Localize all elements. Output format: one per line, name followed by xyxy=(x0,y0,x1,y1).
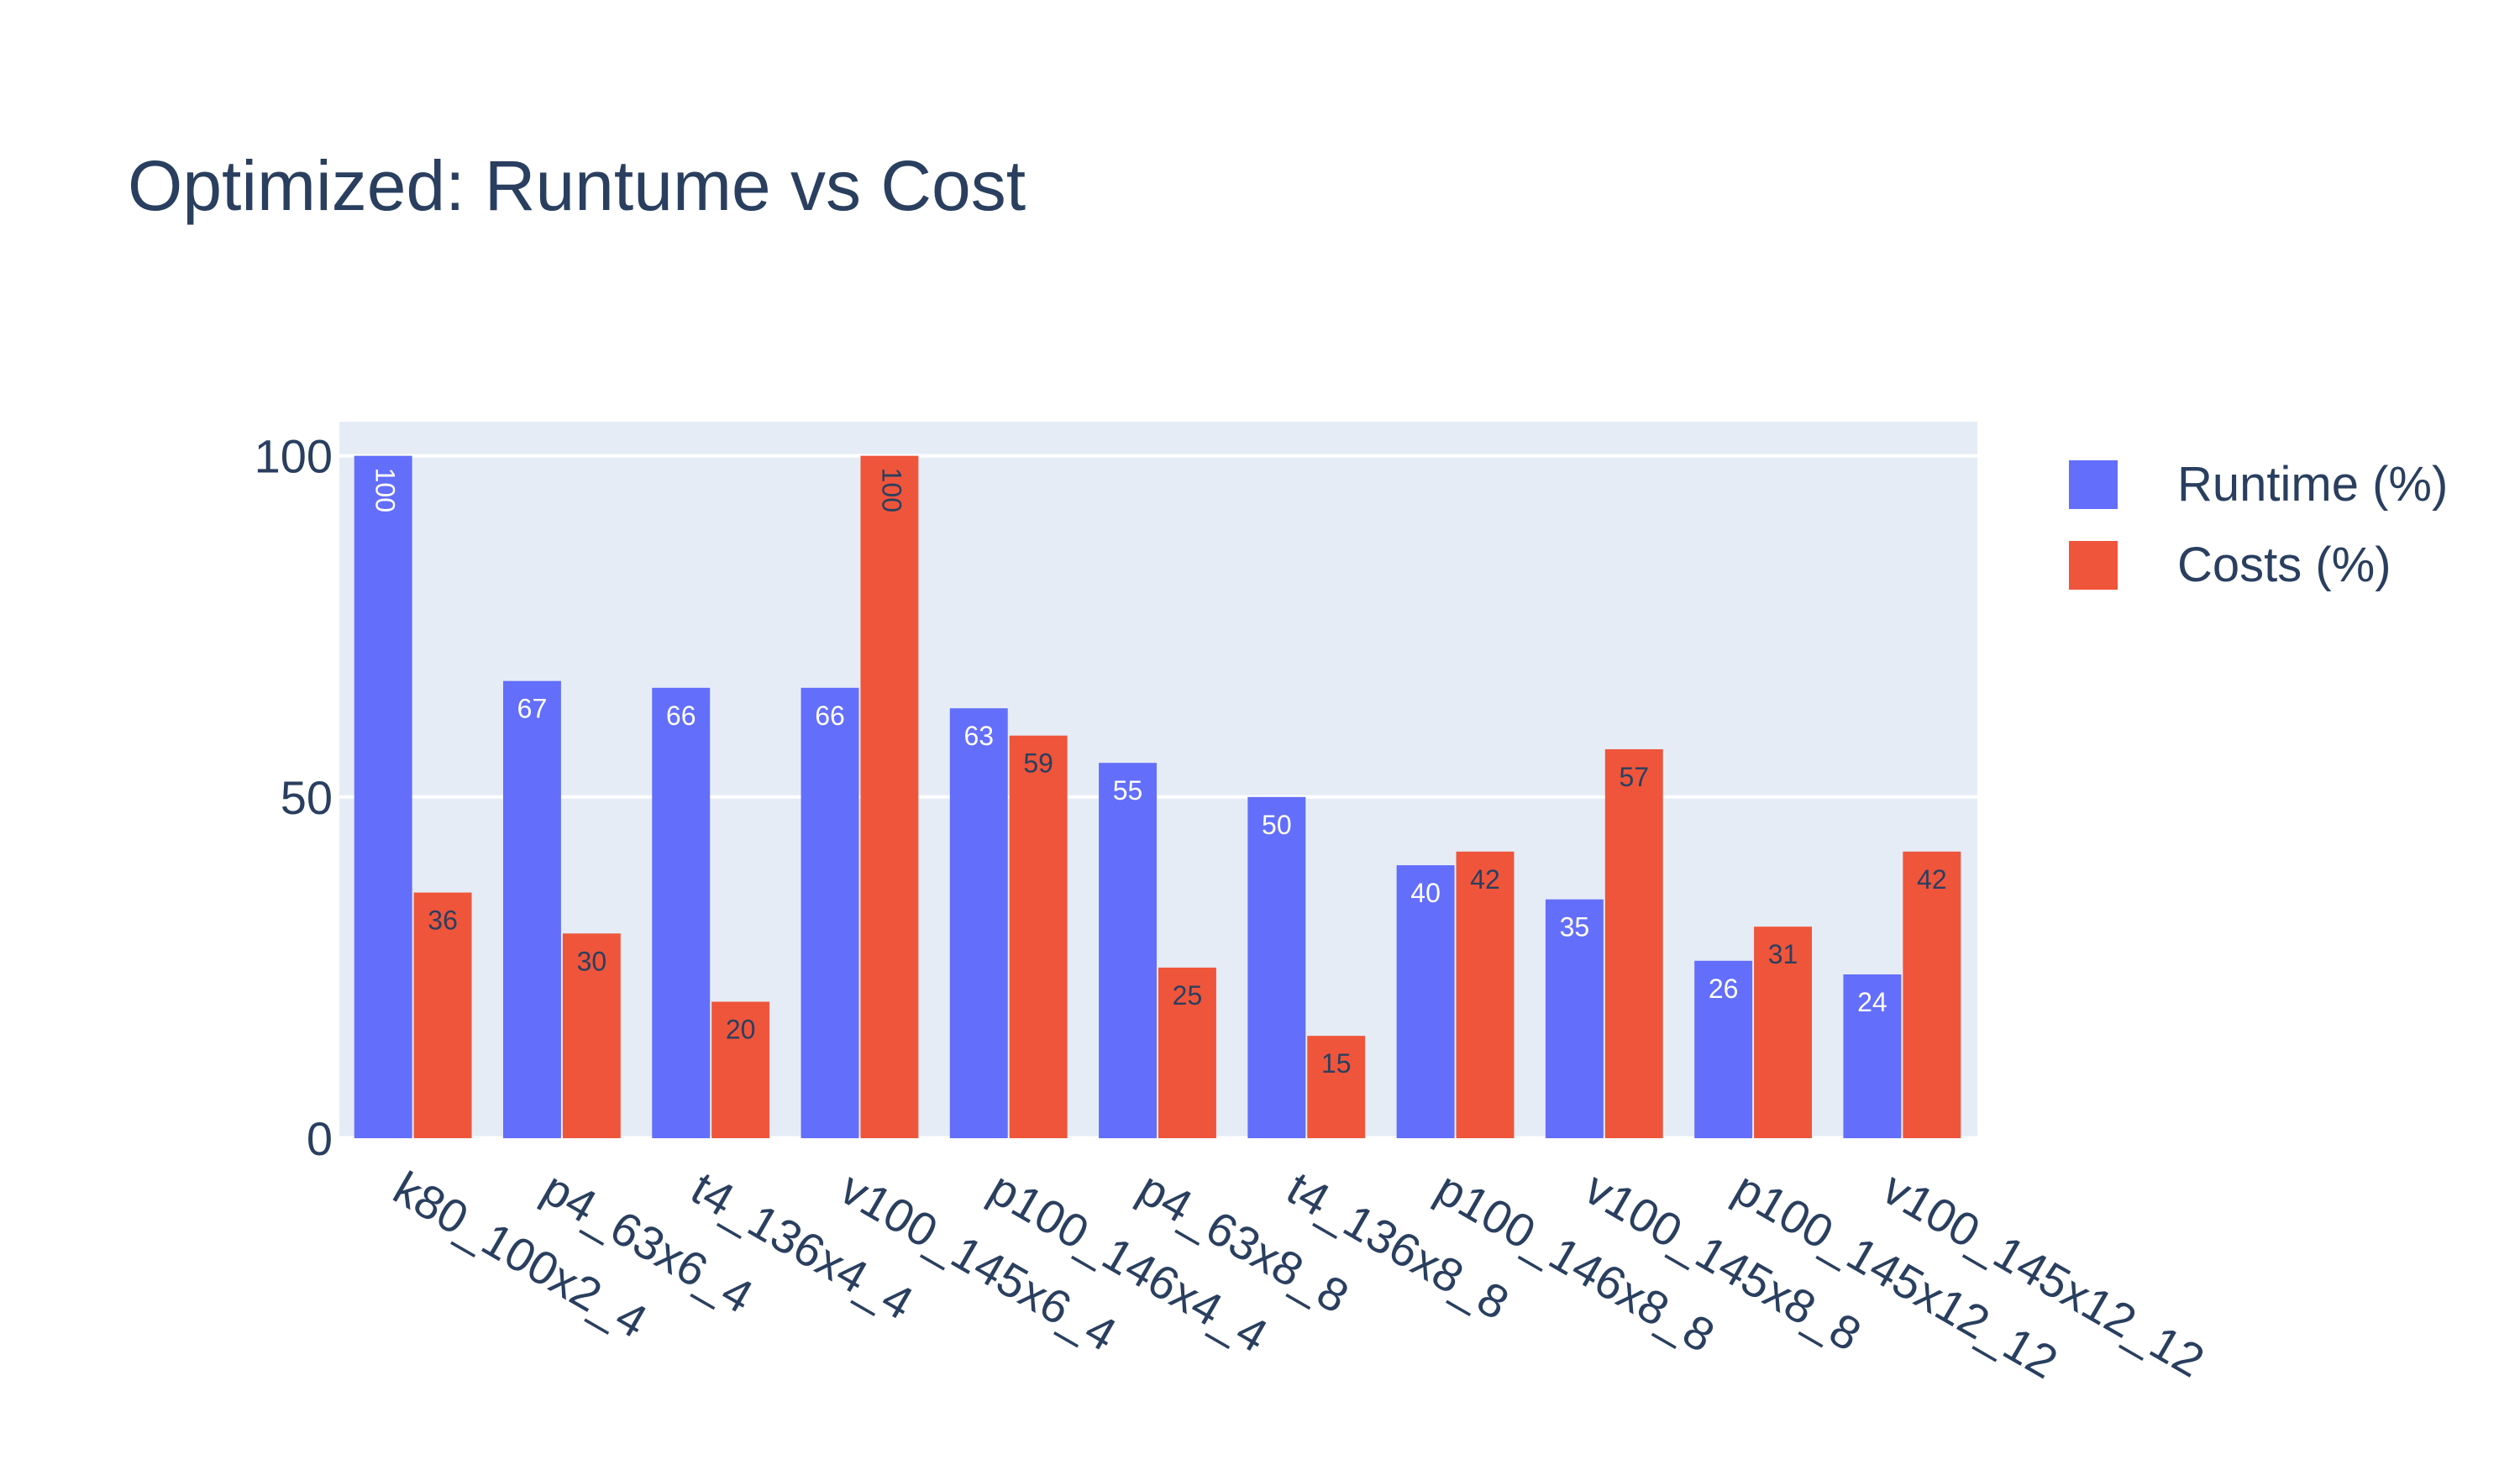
bar[interactable] xyxy=(1247,796,1306,1138)
bar-value-label: 42 xyxy=(1917,864,1947,895)
bar[interactable] xyxy=(860,455,919,1138)
bar-value-label: 25 xyxy=(1173,980,1203,1011)
bar-value-label: 100 xyxy=(876,468,906,512)
legend-label: Costs (%) xyxy=(2177,538,2391,592)
bar[interactable] xyxy=(503,680,561,1138)
bar[interactable] xyxy=(413,892,472,1138)
bar[interactable] xyxy=(711,1001,770,1138)
bar[interactable] xyxy=(1903,851,1961,1138)
bar[interactable] xyxy=(1843,974,1902,1138)
bar-value-label: 66 xyxy=(815,701,845,731)
bar-value-label: 36 xyxy=(428,906,458,936)
bar-value-label: 67 xyxy=(517,694,548,724)
y-axis-ticks: 0 50 100 xyxy=(255,430,333,1165)
bar-value-label: 35 xyxy=(1560,912,1590,942)
bar[interactable] xyxy=(1604,748,1663,1138)
bar[interactable] xyxy=(652,687,711,1138)
bar[interactable] xyxy=(1545,899,1604,1138)
bar-labels: 100 36 67 30 66 20 66 100 63 59 55 25 50 15 40 42 35 57 26… xyxy=(370,468,1947,1079)
bar-value-label: 66 xyxy=(666,701,696,731)
legend-swatch xyxy=(2069,541,2118,590)
y-tick-label: 0 xyxy=(307,1112,333,1165)
bar-value-label: 55 xyxy=(1113,775,1143,806)
legend[interactable]: Runtime (%) Costs (%) xyxy=(2069,457,2448,592)
bar-value-label: 40 xyxy=(1410,878,1441,908)
bar[interactable] xyxy=(1694,960,1753,1138)
bar-value-label: 42 xyxy=(1470,864,1500,895)
bar-value-label: 15 xyxy=(1321,1048,1352,1079)
legend-item[interactable]: Costs (%) xyxy=(2069,538,2391,592)
bar[interactable] xyxy=(1307,1036,1366,1138)
legend-item[interactable]: Runtime (%) xyxy=(2069,457,2448,512)
bar-value-label: 100 xyxy=(370,468,401,512)
bar[interactable] xyxy=(1158,967,1216,1138)
bar-value-label: 59 xyxy=(1023,748,1053,779)
legend-swatch xyxy=(2069,460,2118,509)
bar[interactable] xyxy=(1456,851,1515,1138)
bar[interactable] xyxy=(949,708,1008,1138)
bar[interactable] xyxy=(801,687,859,1138)
chart-title: Optimized: Runtume vs Cost xyxy=(128,146,1026,225)
y-tick-label: 50 xyxy=(281,771,333,824)
bar-value-label: 31 xyxy=(1768,939,1798,969)
y-tick-label: 100 xyxy=(255,430,333,483)
bar-value-label: 63 xyxy=(963,721,994,751)
bar[interactable] xyxy=(1099,763,1157,1138)
bar-value-label: 57 xyxy=(1619,762,1649,792)
x-axis-ticks: k80_100x2_4p4_63x6_4t4_136x4_4v100_145x6… xyxy=(385,1161,2213,1389)
bar[interactable] xyxy=(1396,865,1455,1138)
bar-value-label: 50 xyxy=(1262,810,1292,840)
bar[interactable] xyxy=(354,455,412,1138)
bar[interactable] xyxy=(1009,735,1068,1138)
bar[interactable] xyxy=(1754,927,1812,1138)
x-tick-label: k80_100x2_4 xyxy=(385,1161,656,1348)
bar-value-label: 30 xyxy=(577,946,607,976)
legend-label: Runtime (%) xyxy=(2177,457,2448,512)
bar-value-label: 20 xyxy=(726,1015,756,1045)
bars xyxy=(354,455,1961,1138)
bar[interactable] xyxy=(562,933,621,1138)
bar-value-label: 24 xyxy=(1857,987,1887,1017)
bar-value-label: 26 xyxy=(1709,974,1739,1004)
